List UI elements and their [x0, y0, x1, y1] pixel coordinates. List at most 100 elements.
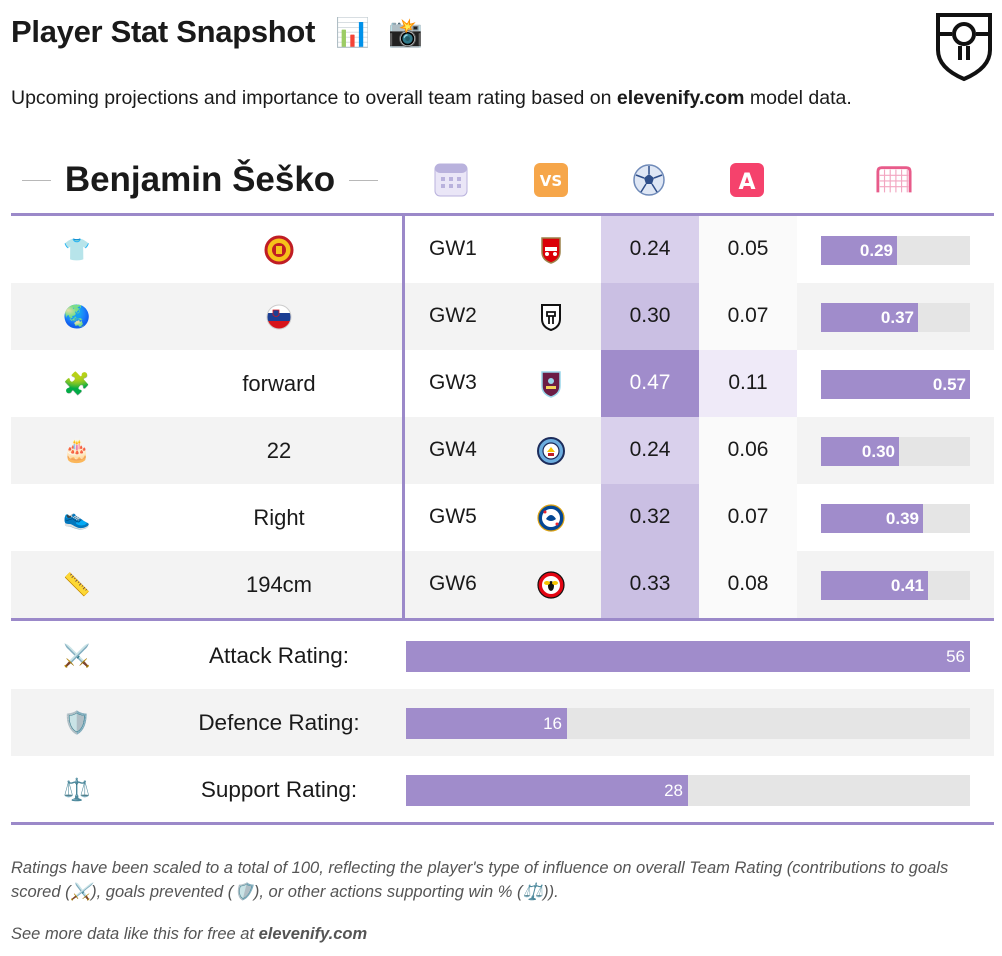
shield-icon: 🛡️: [63, 709, 91, 735]
involvement-bar-track: 0.57: [821, 369, 970, 399]
assist-cell: [699, 484, 797, 551]
player-name: Benjamin Šeško: [64, 160, 336, 199]
svg-text:A: A: [738, 170, 755, 195]
involvement-value: 0.57: [932, 374, 966, 394]
rating-value: 28: [664, 780, 683, 800]
table-row: 📏 194cm GW6 0.33 0.08 0.41: [11, 551, 994, 618]
goal-value: 0.47: [629, 370, 671, 394]
involvement-bar: [821, 436, 899, 466]
site-link[interactable]: elevenify.com: [616, 87, 745, 109]
goal-value: 0.33: [629, 571, 671, 595]
goal-value: 0.32: [629, 504, 671, 528]
burnley-crest-icon: [536, 369, 566, 399]
rating-bar: [406, 774, 688, 806]
goal-cell: [601, 283, 699, 350]
shirt-icon: 👕: [63, 236, 91, 262]
calendar-icon: [433, 162, 469, 198]
rating-row: 🛡️ Defence Rating: 16: [11, 689, 994, 756]
involvement-bar-track: 0.30: [821, 436, 970, 466]
goal-cell: [601, 350, 699, 417]
rating-value: 56: [946, 646, 965, 666]
involvement-bar-track: 0.39: [821, 503, 970, 533]
player-header: Benjamin Šeško: [22, 158, 379, 202]
scales-icon: ⚖️: [63, 776, 91, 802]
involvement-bar: [821, 570, 928, 600]
globe-icon: 🌏: [63, 303, 91, 329]
ruler-icon: 📏: [63, 571, 91, 597]
involvement-value: 0.41: [890, 575, 924, 595]
versus-icon: VS: [533, 162, 569, 198]
puzzle-icon: 🧩: [63, 370, 91, 396]
assist-cell: [699, 417, 797, 484]
involvement-value: 0.30: [861, 441, 895, 461]
ratings-bottom-rule: [11, 822, 994, 825]
goal-net-icon: [876, 162, 912, 198]
assist-value: 0.07: [727, 303, 769, 327]
goal-value: 0.30: [629, 303, 671, 327]
rating-label: Support Rating:: [200, 776, 358, 802]
goal-cell: [601, 551, 699, 618]
involvement-bar: [821, 302, 918, 332]
rating-row: ⚔️ Attack Rating: 56: [11, 622, 994, 689]
rating-bar-track: 56: [406, 640, 970, 672]
cake-icon: 🎂: [63, 437, 91, 463]
assist-cell: [699, 283, 797, 350]
bar-chart-icon: 📊: [335, 17, 370, 48]
manchester-city-crest-icon: [536, 436, 566, 466]
assist-cell: [699, 551, 797, 618]
bio-value: forward: [242, 370, 316, 396]
gameweek-label: GW4: [429, 437, 477, 461]
involvement-value: 0.39: [885, 508, 919, 528]
camera-icon: 📸: [388, 17, 423, 48]
brentford-crest-icon: [536, 570, 566, 600]
assist-cell: [699, 350, 797, 417]
involvement-bar: [821, 369, 970, 399]
arsenal-crest-icon: [536, 235, 566, 265]
table-row: 🎂 22 GW4 0.24 0.06 0.30: [11, 417, 994, 484]
table-row: 🧩 forward GW3 0.47 0.11 0.57: [11, 350, 994, 417]
involvement-value: 0.29: [859, 240, 893, 260]
footer: See more data like this for free at elev…: [11, 925, 368, 943]
involvement-bar-track: 0.41: [821, 570, 970, 600]
gameweek-label: GW5: [429, 504, 477, 528]
rating-bar: [406, 707, 567, 739]
bio-value: 22: [266, 437, 292, 463]
table-row: 🌏 GW2 0.30 0.07 0.37: [11, 283, 994, 350]
bio-value: Right: [253, 504, 305, 530]
assist-value: 0.07: [727, 504, 769, 528]
table-row: 👟 Right GW5 0.32 0.07 0.39: [11, 484, 994, 551]
chelsea-crest-icon: [536, 503, 566, 533]
rating-value: 16: [543, 713, 562, 733]
table-bottom-rule: [11, 618, 994, 621]
gameweek-label: GW1: [429, 236, 477, 260]
involvement-bar-track: 0.37: [821, 302, 970, 332]
slovenia-flag-icon: [264, 302, 294, 337]
football-icon: [631, 162, 667, 198]
crossed-swords-icon: ⚔️: [63, 642, 91, 668]
manchester-united-crest-icon: [264, 235, 294, 270]
gameweek-label: GW3: [429, 370, 477, 394]
subtitle: Upcoming projections and importance to o…: [11, 87, 852, 109]
goal-value: 0.24: [629, 236, 671, 260]
rating-label: Attack Rating:: [208, 642, 350, 668]
elevenify-logo: [936, 13, 992, 82]
table-row: 👕 GW1 0.24 0.05 0.29: [11, 216, 994, 283]
goal-cell: [601, 484, 699, 551]
assist-value: 0.11: [728, 370, 768, 394]
fulham-crest-icon: [536, 302, 566, 332]
goal-cell: [601, 417, 699, 484]
svg-text:VS: VS: [540, 172, 562, 190]
assist-icon: A: [729, 162, 765, 198]
assist-value: 0.06: [727, 437, 769, 461]
assist-cell: [699, 216, 797, 283]
rating-bar-track: 16: [406, 707, 970, 739]
gameweek-label: GW2: [429, 303, 477, 327]
footnote: Ratings have been scaled to a total of 1…: [11, 859, 949, 901]
assist-value: 0.08: [727, 571, 769, 595]
involvement-value: 0.37: [880, 307, 914, 327]
footer-site-link[interactable]: elevenify.com: [258, 925, 368, 943]
involvement-bar: [821, 235, 897, 265]
rating-label: Defence Rating:: [198, 709, 360, 735]
rating-row: ⚖️ Support Rating: 28: [11, 756, 994, 823]
shoe-icon: 👟: [63, 504, 91, 530]
